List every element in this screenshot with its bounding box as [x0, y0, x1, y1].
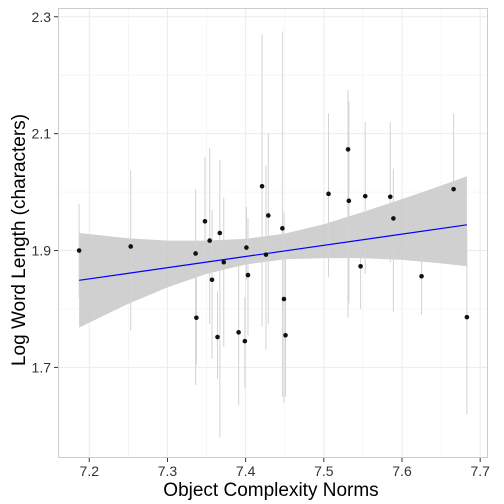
data-point [358, 264, 363, 269]
data-point [464, 314, 470, 320]
y-tick-label: 1.7 [32, 359, 52, 375]
x-tick-label: 7.3 [158, 463, 178, 479]
data-point [245, 272, 251, 278]
y-tick-label: 2.1 [32, 126, 52, 142]
data-point [76, 248, 82, 253]
data-point [451, 186, 456, 192]
regression-line [79, 224, 467, 281]
x-tick-label: 7.6 [392, 463, 412, 479]
data-point [345, 147, 351, 152]
data-point [207, 238, 212, 243]
data-point [281, 296, 287, 302]
axes: 7.2 7.3 7.4 7.5 7.6 7.7 1.7 1.9 2.1 2.3 [32, 9, 491, 479]
error-bars [78, 31, 468, 438]
data-point [209, 277, 215, 283]
data-point [362, 193, 368, 199]
x-tick-label: 7.5 [314, 463, 334, 479]
data-point [202, 219, 208, 224]
data-point [266, 213, 271, 218]
y-tick-label: 2.3 [32, 9, 52, 25]
data-point [217, 230, 223, 236]
data-point [194, 315, 199, 321]
data-point [244, 245, 249, 250]
data-point [128, 244, 134, 249]
x-tick-label: 7.7 [470, 463, 490, 479]
data-point [283, 332, 288, 338]
x-tick-label: 7.4 [236, 463, 256, 479]
data-point [391, 216, 396, 221]
y-axis-title: Log Word Length (characters) [9, 114, 30, 366]
data-point [236, 330, 241, 335]
panel-border [58, 8, 488, 458]
data-point [387, 194, 393, 200]
fit-line-layer [79, 224, 467, 281]
data-point [326, 191, 331, 197]
data-point [215, 334, 220, 340]
x-axis-title: Object Complexity Norms [163, 480, 378, 501]
data-points [76, 147, 470, 344]
data-point [280, 226, 285, 231]
data-point [419, 273, 424, 279]
data-point [242, 338, 248, 344]
data-point [259, 183, 265, 189]
data-point [263, 252, 269, 257]
data-point [346, 198, 352, 204]
data-point [193, 251, 198, 256]
y-tick-label: 1.9 [32, 243, 52, 259]
x-tick-label: 7.2 [80, 463, 100, 479]
data-point [221, 259, 227, 265]
